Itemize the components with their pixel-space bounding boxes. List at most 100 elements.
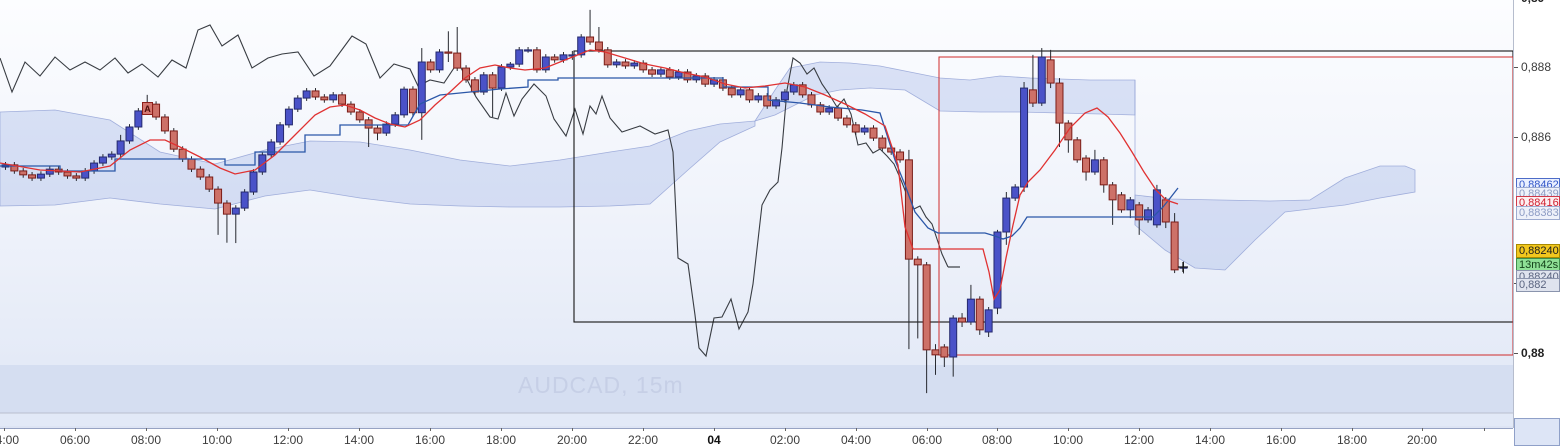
annotation-a-marker: A xyxy=(142,102,153,115)
candle-bull xyxy=(293,97,302,110)
candle-bear xyxy=(160,116,169,132)
candle-bear xyxy=(1117,194,1126,211)
candle-bull xyxy=(240,191,249,209)
candle-bear xyxy=(922,264,931,351)
candle-bear xyxy=(745,89,754,101)
time-axis-line xyxy=(0,428,1513,429)
candle-bull xyxy=(772,99,781,107)
candle-bear xyxy=(586,36,595,43)
candle-bull xyxy=(267,141,276,156)
time-axis-label: 20:00 xyxy=(556,433,588,447)
candle-bull xyxy=(789,84,798,93)
time-axis-tick xyxy=(359,428,360,431)
price-tag-yellow: 0,88240 xyxy=(1516,244,1560,258)
candle-bear xyxy=(603,49,612,66)
candle-bear xyxy=(373,127,382,134)
candle-bull xyxy=(524,49,533,52)
time-axis-tick xyxy=(1210,428,1211,431)
time-axis-tick xyxy=(1352,428,1353,431)
time-axis-label: 12:00 xyxy=(272,433,304,447)
time-axis-tick xyxy=(146,428,147,431)
price-axis[interactable]: 0,890,8880,8860,8820,880,884620,884390,8… xyxy=(1513,0,1560,428)
time-axis-tick xyxy=(1484,428,1485,431)
candle-bear xyxy=(63,171,72,177)
time-axis-label: 06:00 xyxy=(911,433,943,447)
candle-bear xyxy=(355,111,364,121)
candle-bull xyxy=(612,61,621,66)
time-axis-label: 12:00 xyxy=(1123,433,1155,447)
candle-bear xyxy=(550,56,559,61)
candle-bear xyxy=(904,159,913,260)
time-axis-label: 22:00 xyxy=(627,433,659,447)
candle-bear xyxy=(975,298,984,331)
candle-bull xyxy=(107,153,116,158)
candle-bull xyxy=(116,140,125,155)
price-axis-tick xyxy=(1514,67,1518,68)
candle-bear xyxy=(869,127,878,139)
candle-bear xyxy=(364,119,373,129)
time-axis-label: 18:00 xyxy=(485,433,517,447)
drawn-red-rectangle xyxy=(938,56,1513,356)
time-axis-tick xyxy=(997,428,998,431)
price-axis-label: 0,886 xyxy=(1521,130,1552,144)
candle-bear xyxy=(816,104,825,113)
candle-bear xyxy=(834,107,843,119)
candle-bull xyxy=(497,66,506,89)
candle-bull xyxy=(515,49,524,65)
candle-bear xyxy=(453,52,462,69)
candle-bear xyxy=(1108,184,1117,201)
candle-bull xyxy=(258,154,267,173)
time-axis-label: 16:00 xyxy=(414,433,446,447)
candle-bear xyxy=(958,317,967,323)
candle-bear xyxy=(462,67,471,81)
candle-bear xyxy=(222,202,231,215)
candle-bear xyxy=(913,258,922,266)
price-tag-muted: 0,88383 xyxy=(1516,206,1560,220)
candle-bear xyxy=(1135,204,1144,221)
candle-bear xyxy=(665,69,674,78)
candle-bear xyxy=(28,174,37,179)
time-axis-tick xyxy=(1139,428,1140,431)
candle-bear xyxy=(488,74,497,89)
time-axis-tick xyxy=(785,428,786,431)
candle-bull xyxy=(1090,159,1099,173)
candle-bull xyxy=(860,127,869,133)
candle-bear xyxy=(594,41,603,51)
candle-bear xyxy=(763,95,772,107)
candle-bull xyxy=(417,61,426,114)
time-axis-label: 04:00 xyxy=(840,433,872,447)
candle-bear xyxy=(1170,221,1179,271)
price-axis-tick xyxy=(1514,137,1518,138)
candle-bear xyxy=(931,349,940,356)
candle-bull xyxy=(1126,199,1135,211)
candle-bear xyxy=(408,88,417,114)
candle-bull xyxy=(674,71,683,78)
symbol-watermark: AUDCAD, 15m xyxy=(518,372,684,398)
axis-corner-block xyxy=(1514,418,1560,446)
candle-bull xyxy=(754,95,763,101)
chart-canvas[interactable] xyxy=(0,0,1513,428)
time-axis[interactable]: 04:00 06:00 08:00 10:00 12:00 14:00 16:00 18:00… xyxy=(0,428,1560,448)
tenkan-sen-line xyxy=(0,49,1179,301)
candle-bull xyxy=(1144,209,1153,221)
chart-plot-area[interactable]: AUDCAD, 15m A xyxy=(0,0,1513,428)
candle-bear xyxy=(621,61,630,67)
candle-bull xyxy=(825,107,834,113)
time-axis-label: 04:00 xyxy=(0,433,20,447)
candle-bull xyxy=(993,231,1002,309)
candle-bear xyxy=(338,94,347,105)
candle-bull xyxy=(98,156,107,164)
candle-bear xyxy=(205,176,214,190)
candle-bear xyxy=(798,84,807,96)
candle-bull xyxy=(656,69,665,75)
candle-bull xyxy=(949,317,958,358)
drawn-black-rectangle xyxy=(573,50,1513,323)
candle-bull xyxy=(249,171,258,193)
candle-bull xyxy=(391,114,400,125)
candle-bull xyxy=(559,54,568,61)
time-axis-label: 08:00 xyxy=(130,433,162,447)
candle-bear xyxy=(320,96,329,101)
candle-bull xyxy=(45,168,54,175)
candle-bear xyxy=(896,151,905,161)
time-axis-label: 10:00 xyxy=(201,433,233,447)
